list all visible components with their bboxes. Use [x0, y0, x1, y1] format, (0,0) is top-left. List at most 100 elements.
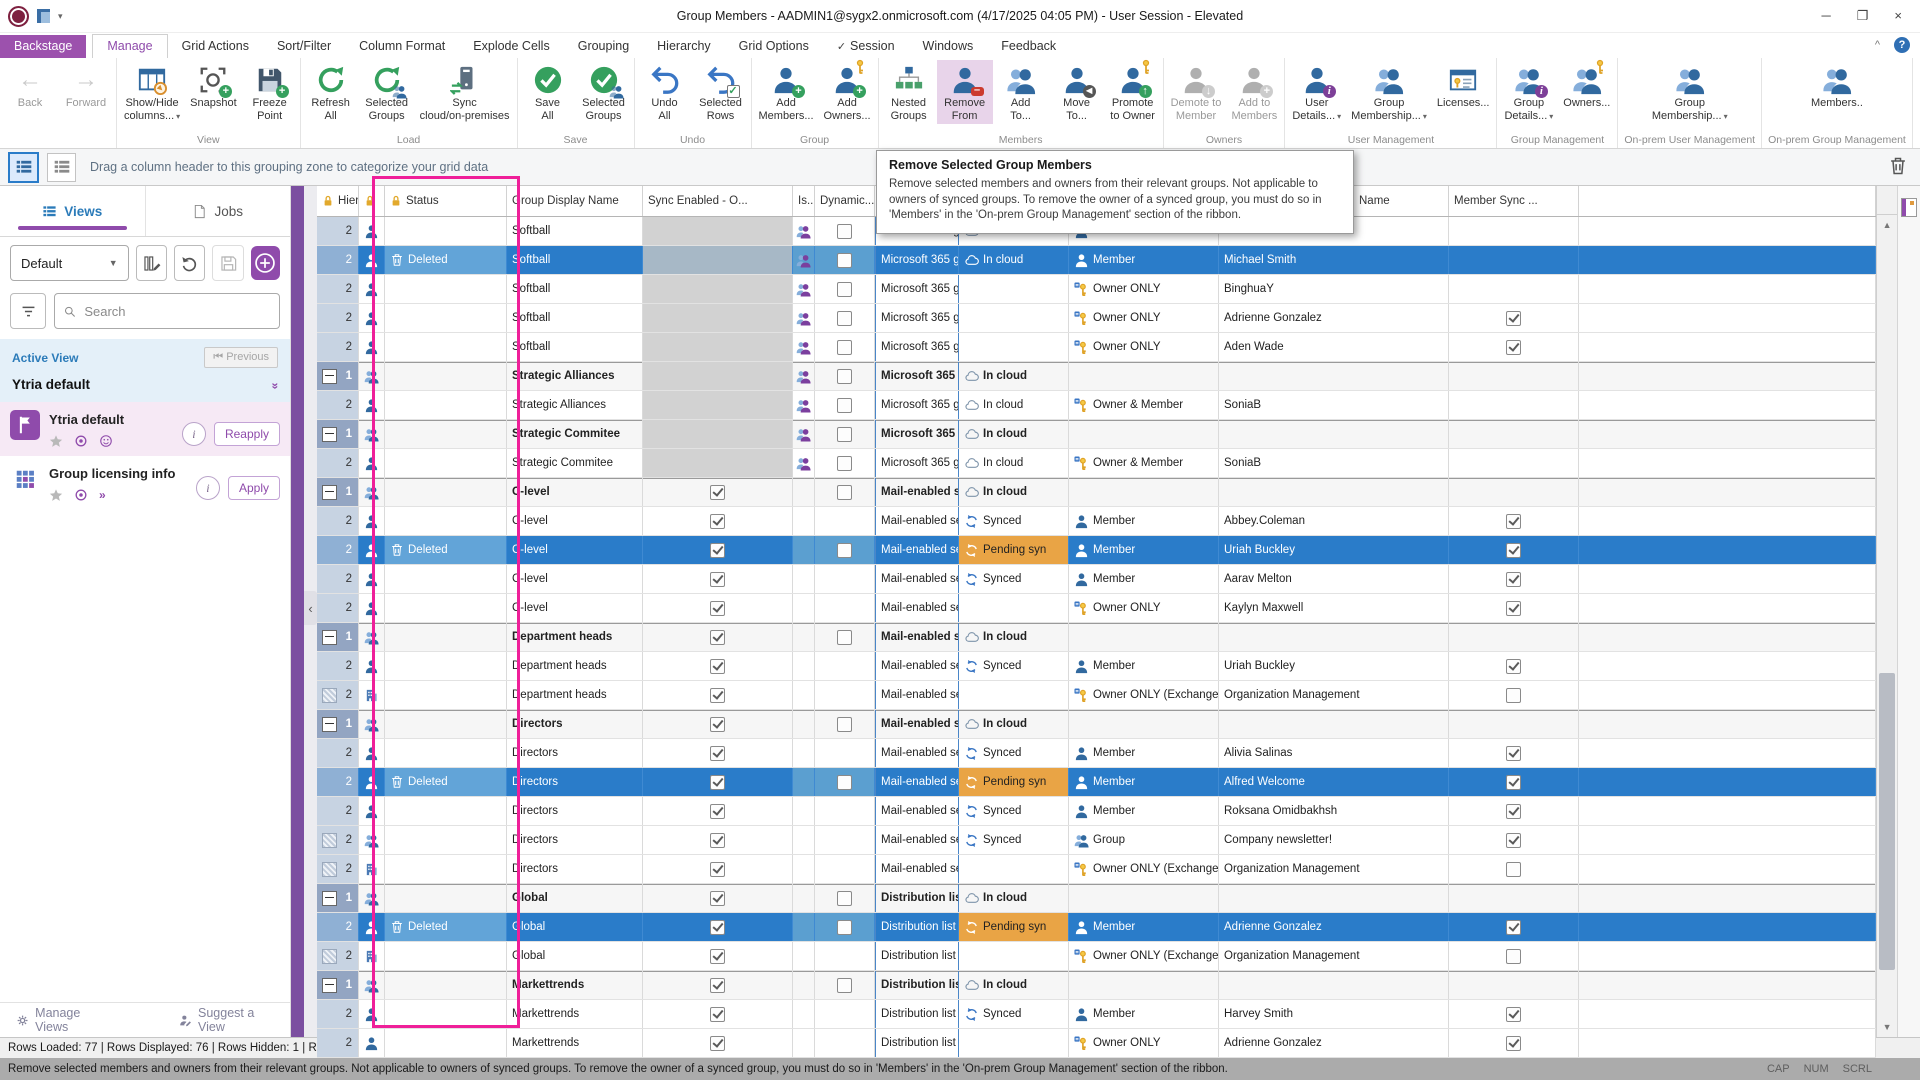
selected-groups-button[interactable]: Selected Groups: [576, 60, 632, 124]
add-view-button[interactable]: [250, 246, 281, 280]
minimize-button[interactable]: ─: [1821, 8, 1831, 23]
column-header-sync[interactable]: Sync Enabled - O...: [643, 186, 793, 216]
member-row[interactable]: 2 Softball Microsoft 365 g Owner ONLY Binghu…: [317, 275, 1877, 304]
ribbon-tab-grid-options[interactable]: Grid Options: [725, 35, 823, 58]
sync-enabled-checkbox[interactable]: [710, 745, 725, 761]
member-sync-checkbox[interactable]: [1506, 600, 1521, 616]
member-sync-checkbox[interactable]: [1506, 310, 1521, 326]
quick-access-dropdown-icon[interactable]: ▾: [58, 10, 63, 21]
scroll-down-arrow[interactable]: ▼: [1882, 1022, 1892, 1032]
sync-enabled-checkbox[interactable]: [710, 629, 725, 645]
member-sync-checkbox[interactable]: [1506, 861, 1521, 877]
dynamic-membership-checkbox[interactable]: [837, 397, 852, 413]
member-sync-checkbox[interactable]: [1506, 1035, 1521, 1051]
owners--button[interactable]: Owners...: [1558, 60, 1615, 111]
member-sync-checkbox[interactable]: [1506, 339, 1521, 355]
vertical-scrollbar[interactable]: ▲ ▼: [1876, 186, 1898, 1037]
group-details--button[interactable]: i Group Details... ▾: [1499, 60, 1558, 124]
column-header-status[interactable]: Status: [385, 186, 507, 216]
ribbon-tab-manage[interactable]: Manage: [92, 34, 168, 58]
snapshot-button[interactable]: + Snapshot: [185, 60, 241, 111]
sync-enabled-checkbox[interactable]: [710, 1035, 725, 1051]
dynamic-membership-checkbox[interactable]: [837, 919, 852, 935]
licenses--button[interactable]: Licenses...: [1432, 60, 1495, 111]
tab-jobs[interactable]: Jobs: [145, 186, 290, 236]
sync-enabled-checkbox[interactable]: [710, 774, 725, 790]
search-input[interactable]: [82, 302, 271, 320]
dynamic-membership-checkbox[interactable]: [837, 629, 852, 645]
sync-enabled-checkbox[interactable]: [710, 542, 725, 558]
sync-enabled-checkbox[interactable]: [710, 658, 725, 674]
column-header-is[interactable]: Is...: [793, 186, 815, 216]
sync-enabled-checkbox[interactable]: [710, 571, 725, 587]
member-sync-checkbox[interactable]: [1506, 658, 1521, 674]
dynamic-membership-checkbox[interactable]: [837, 368, 852, 384]
member-sync-checkbox[interactable]: [1506, 687, 1521, 703]
expand-collapse-box[interactable]: [322, 484, 337, 500]
promote-to-owner-button[interactable]: ↑ Promote to Owner: [1105, 60, 1161, 124]
expand-collapse-box[interactable]: [322, 368, 337, 384]
scrollbar-thumb[interactable]: [1879, 672, 1896, 971]
dynamic-membership-checkbox[interactable]: [837, 774, 852, 790]
target-icon[interactable]: [74, 488, 88, 502]
tab-views[interactable]: Views: [0, 186, 146, 236]
close-button[interactable]: ×: [1894, 8, 1902, 23]
list-view-mode-button[interactable]: [47, 152, 76, 182]
save-all-button[interactable]: Save All: [520, 60, 576, 124]
column-header-fill[interactable]: [1579, 186, 1877, 216]
group-row[interactable]: 1 Strategic Alliances Microsoft 365 g In cl…: [317, 362, 1877, 391]
member-sync-checkbox[interactable]: [1506, 832, 1521, 848]
sync-enabled-checkbox[interactable]: [710, 948, 725, 964]
sync-enabled-checkbox[interactable]: [710, 1006, 725, 1022]
view-info-button[interactable]: i: [195, 476, 220, 500]
sync-cloud-on-premises-button[interactable]: Sync cloud/on-premises: [415, 60, 515, 124]
members--button[interactable]: Members..: [1806, 60, 1868, 111]
star-icon[interactable]: [49, 488, 63, 502]
member-row[interactable]: 2 Deleted Global Distribution list Pending s…: [317, 913, 1877, 942]
member-sync-checkbox[interactable]: [1506, 542, 1521, 558]
member-row[interactable]: 2 Markettrends Distribution list Synced Memb…: [317, 1000, 1877, 1029]
dynamic-membership-checkbox[interactable]: [837, 890, 852, 906]
group-row[interactable]: 1 Directors Mail-enabled s In cloud: [317, 710, 1877, 739]
selected-rows-button[interactable]: ✓ Selected Rows: [693, 60, 749, 124]
member-row[interactable]: 2 Deleted Directors Mail-enabled se Pending …: [317, 768, 1877, 797]
remove-from-button[interactable]: – Remove From: [936, 60, 993, 125]
member-row[interactable]: 2 Deleted C-level Mail-enabled se Pending sy…: [317, 536, 1877, 565]
member-sync-checkbox[interactable]: [1506, 513, 1521, 529]
manage-views-button[interactable]: Manage Views: [16, 1006, 107, 1034]
member-sync-checkbox[interactable]: [1506, 745, 1521, 761]
ribbon-tab-session[interactable]: ✓ Session: [823, 35, 909, 58]
sync-enabled-checkbox[interactable]: [710, 861, 725, 877]
panel-toggle-icon[interactable]: [1901, 198, 1918, 217]
sync-enabled-checkbox[interactable]: [710, 919, 725, 935]
view-list-item[interactable]: Ytria default i Reapply: [0, 402, 290, 456]
member-row[interactable]: 2 Markettrends Distribution list Owner ONLY…: [317, 1029, 1877, 1058]
freeze-point-button[interactable]: + Freeze Point: [242, 60, 298, 124]
sync-enabled-checkbox[interactable]: [710, 600, 725, 616]
member-sync-checkbox[interactable]: [1506, 948, 1521, 964]
column-header-dyn[interactable]: Dynamic...: [815, 186, 875, 216]
dynamic-membership-checkbox[interactable]: [837, 223, 852, 239]
reset-view-button[interactable]: [173, 245, 206, 281]
member-row[interactable]: 2 Strategic Alliances Microsoft 365 g In cl…: [317, 391, 1877, 420]
apply-view-button[interactable]: Apply: [227, 476, 280, 500]
dynamic-membership-checkbox[interactable]: [837, 310, 852, 326]
column-header-hier[interactable]: Hierarc...: [317, 186, 359, 216]
sync-enabled-checkbox[interactable]: [710, 832, 725, 848]
add-owners--button[interactable]: + Add Owners...: [819, 60, 876, 124]
edit-columns-button[interactable]: [135, 245, 167, 281]
ribbon-collapse-icon[interactable]: ^: [1874, 39, 1880, 51]
suggest-view-button[interactable]: Suggest a View: [179, 1006, 274, 1034]
scroll-up-arrow[interactable]: ▲: [1882, 220, 1892, 230]
add-members--button[interactable]: + Add Members...: [754, 60, 819, 124]
member-row[interactable]: 2 Softball Microsoft 365 g Owner ONLY Adrien…: [317, 304, 1877, 333]
filter-views-button[interactable]: [10, 293, 46, 329]
reapply-view-button[interactable]: Reapply: [213, 422, 280, 446]
expand-collapse-box[interactable]: [322, 890, 337, 906]
dynamic-membership-checkbox[interactable]: [837, 339, 852, 355]
column-header-msync[interactable]: Member Sync ...: [1449, 186, 1579, 216]
member-row[interactable]: 2 Directors Mail-enabled se Synced Member Ali…: [317, 739, 1877, 768]
member-sync-checkbox[interactable]: [1506, 919, 1521, 935]
member-row[interactable]: 2 C-level Mail-enabled se Synced Member Aarav…: [317, 565, 1877, 594]
maximize-button[interactable]: ❐: [1856, 8, 1869, 23]
